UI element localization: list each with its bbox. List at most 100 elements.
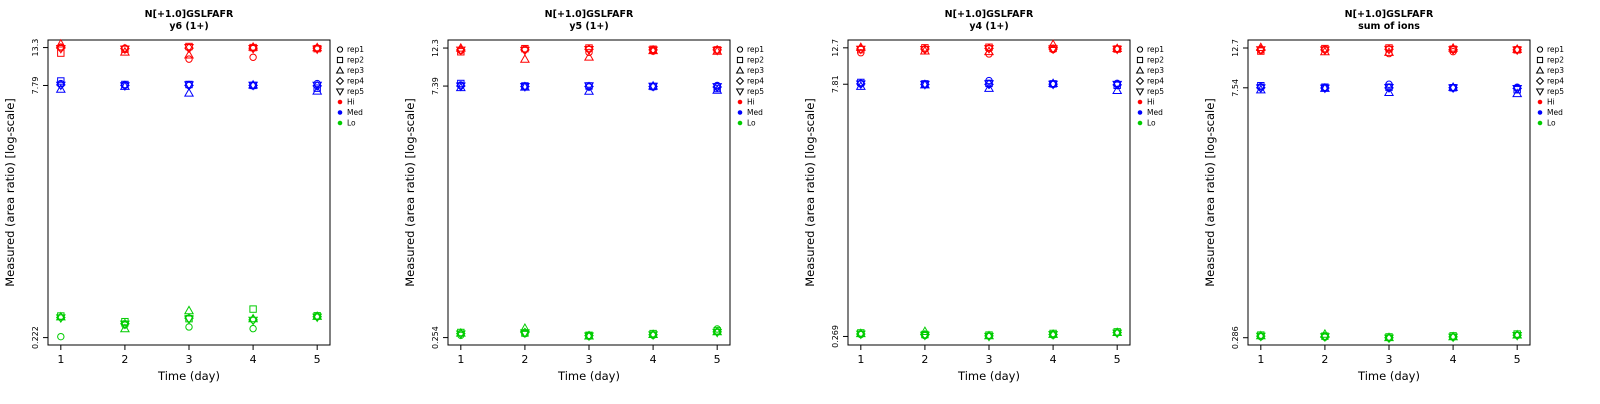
triangle-up-marker bbox=[1255, 330, 1266, 340]
legend-label: rep1 bbox=[747, 45, 764, 54]
triangle-down-marker bbox=[455, 82, 466, 92]
triangle-down-marker bbox=[1512, 331, 1523, 341]
x-tick-label: 1 bbox=[1257, 353, 1264, 366]
triangle-down-marker bbox=[1112, 329, 1123, 339]
legend-label: Med bbox=[347, 108, 363, 117]
data-points bbox=[455, 42, 723, 342]
triangle-down-marker bbox=[455, 46, 466, 56]
triangle-up-marker bbox=[735, 66, 745, 74]
triangle-down-marker bbox=[919, 80, 930, 90]
svg-text:y6 (1+): y6 (1+) bbox=[169, 21, 208, 32]
square-marker bbox=[313, 84, 321, 92]
x-axis: 1 2 3 4 5 Time (day) bbox=[57, 345, 321, 383]
triangle-up-marker bbox=[55, 311, 66, 321]
legend-label: rep3 bbox=[1147, 66, 1164, 75]
square-marker bbox=[736, 56, 744, 64]
circle-marker bbox=[336, 46, 344, 53]
triangle-up-marker bbox=[183, 87, 195, 97]
circle-marker bbox=[737, 99, 743, 105]
y-tick-label: 0.254 bbox=[431, 326, 440, 349]
x-axis-label: Time (day) bbox=[557, 369, 620, 383]
legend-label: Lo bbox=[1547, 119, 1556, 128]
y-tick-label: 7.81 bbox=[831, 75, 840, 93]
triangle-up-marker bbox=[1112, 43, 1123, 53]
series-lo bbox=[855, 326, 1123, 342]
triangle-down-marker bbox=[119, 82, 130, 92]
triangle-up-marker bbox=[919, 326, 930, 335]
series-hi bbox=[455, 42, 723, 63]
legend-label: rep5 bbox=[1547, 87, 1564, 96]
triangle-up-marker bbox=[519, 53, 530, 63]
triangle-up-marker bbox=[1512, 44, 1523, 53]
square-marker bbox=[249, 305, 257, 313]
svg-text:N[+1.0]GSLFAFR: N[+1.0]GSLFAFR bbox=[1345, 9, 1434, 20]
triangle-down-marker bbox=[1383, 45, 1395, 55]
circle-marker bbox=[737, 120, 743, 126]
y-axis: 0.269 7.81 12.7 Measured (area ratio) [log-… bbox=[803, 39, 848, 348]
triangle-down-marker bbox=[248, 81, 259, 91]
circle-marker bbox=[185, 55, 193, 63]
x-tick-label: 4 bbox=[650, 353, 657, 366]
circle-marker bbox=[736, 46, 744, 53]
y-tick-label: 0.269 bbox=[831, 325, 840, 348]
triangle-up-marker bbox=[983, 83, 995, 92]
series-hi bbox=[55, 38, 323, 63]
legend-label: Lo bbox=[1147, 119, 1156, 128]
triangle-up-marker bbox=[1512, 329, 1523, 339]
triangle-down-marker bbox=[119, 320, 130, 330]
circle-marker bbox=[57, 332, 65, 341]
triangle-up-marker bbox=[1048, 329, 1059, 338]
triangle-down-marker bbox=[855, 45, 866, 55]
diamond-marker bbox=[1135, 76, 1145, 86]
triangle-up-marker bbox=[119, 323, 130, 333]
square-marker bbox=[336, 56, 344, 64]
x-axis: 1 2 3 4 5 Time (day) bbox=[1257, 345, 1521, 383]
legend-label: rep3 bbox=[347, 66, 364, 75]
chart-panel-1: N[+1.0]GSLFAFR y5 (1+) 1 2 3 4 5 Time (day) 0.25… bbox=[400, 0, 800, 400]
circle-marker bbox=[337, 120, 343, 126]
svg-text:N[+1.0]GSLFAFR: N[+1.0]GSLFAFR bbox=[545, 9, 634, 20]
triangle-up-marker bbox=[583, 51, 595, 61]
triangle-down-marker bbox=[648, 82, 659, 92]
legend-label: Hi bbox=[1547, 98, 1555, 107]
circle-marker bbox=[1137, 110, 1143, 115]
triangle-up-marker bbox=[1135, 66, 1145, 74]
triangle-down-marker bbox=[1448, 46, 1459, 55]
y-tick-label: 0.222 bbox=[31, 326, 40, 349]
triangle-up-marker bbox=[583, 330, 595, 340]
series-med bbox=[855, 76, 1123, 94]
triangle-down-marker bbox=[55, 81, 66, 91]
data-points bbox=[855, 39, 1123, 342]
legend-label: rep5 bbox=[347, 87, 364, 96]
x-axis-label: Time (day) bbox=[1357, 369, 1420, 383]
circle-marker bbox=[585, 48, 593, 57]
data-points bbox=[55, 38, 323, 341]
svg-text:sum of ions: sum of ions bbox=[1358, 21, 1420, 32]
triangle-down-marker bbox=[1319, 333, 1330, 343]
y-axis-label: Measured (area ratio) [log-scale] bbox=[1203, 98, 1217, 287]
triangle-down-marker bbox=[1448, 333, 1459, 343]
diamond-marker bbox=[1535, 76, 1545, 86]
triangle-up-marker bbox=[983, 330, 995, 340]
triangle-down-marker bbox=[335, 88, 345, 96]
triangle-down-marker bbox=[583, 332, 595, 342]
circle-marker bbox=[1537, 120, 1543, 126]
triangle-down-marker bbox=[1255, 84, 1266, 94]
triangle-down-marker bbox=[583, 45, 595, 55]
triangle-up-marker bbox=[55, 38, 66, 48]
triangle-up-marker bbox=[1512, 88, 1523, 98]
triangle-down-marker bbox=[55, 314, 66, 324]
triangle-down-marker bbox=[519, 83, 530, 92]
diamond-marker bbox=[335, 76, 345, 86]
triangle-up-marker bbox=[1112, 85, 1123, 94]
triangle-down-marker bbox=[712, 328, 723, 338]
triangle-down-marker bbox=[648, 46, 659, 56]
x-tick-label: 2 bbox=[921, 353, 928, 366]
legend-label: rep1 bbox=[1547, 45, 1564, 54]
x-tick-label: 4 bbox=[1450, 353, 1457, 366]
triangle-up-marker bbox=[248, 79, 259, 89]
